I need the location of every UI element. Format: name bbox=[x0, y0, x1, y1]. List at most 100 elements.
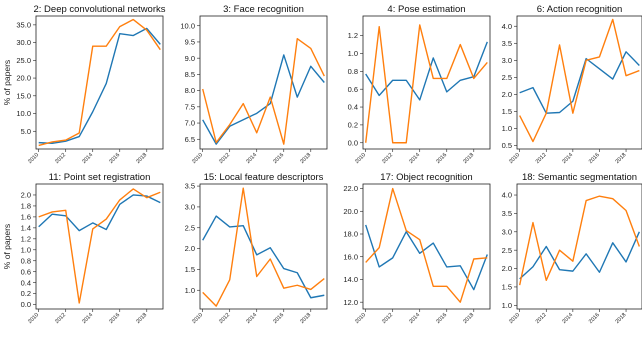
y-tick-label: 15.0 bbox=[16, 91, 31, 100]
y-tick-label: 3.0 bbox=[185, 203, 195, 212]
y-tick-label: 2.5 bbox=[185, 223, 195, 232]
x-tick-label: 2016 bbox=[108, 152, 121, 165]
y-tick-label: 2.0 bbox=[185, 244, 195, 253]
y-tick-label: 0.2 bbox=[21, 289, 31, 298]
series-line-orange bbox=[202, 38, 325, 145]
x-tick-label: 2012 bbox=[218, 312, 231, 325]
panel-1: 2: Deep convolutional networks 5.0 10.0 15.… bbox=[2, 4, 166, 165]
x-tick-label: 2014 bbox=[408, 152, 421, 165]
x-tick-label: 2012 bbox=[218, 152, 231, 165]
y-tick-label: 0.8 bbox=[21, 256, 31, 265]
y-tick-label: 3.5 bbox=[185, 182, 195, 191]
y-tick-label: 1.5 bbox=[185, 265, 195, 274]
y-tick-label: 4.0 bbox=[502, 22, 512, 31]
y-tick-label: 20.0 bbox=[343, 207, 358, 216]
panel-4: 6: Action recognition 0.5 1.0 1.5 2.0 2.5 3.0 3… bbox=[502, 4, 642, 165]
y-tick-label: 18.0 bbox=[343, 230, 358, 239]
panel-title: 2: Deep convolutional networks bbox=[33, 4, 165, 15]
y-tick-label: 0.4 bbox=[348, 103, 358, 112]
series-line-orange bbox=[365, 24, 488, 144]
x-tick-label: 2016 bbox=[588, 152, 601, 165]
y-tick-label: 0.5 bbox=[502, 141, 512, 150]
x-tick-label: 2010 bbox=[354, 312, 367, 325]
y-tick-label: 16.0 bbox=[343, 252, 358, 261]
y-tick-label: 3.0 bbox=[502, 56, 512, 65]
y-tick-label: 3.5 bbox=[502, 209, 512, 218]
x-tick-label: 2018 bbox=[615, 152, 628, 165]
y-tick-label: 1.6 bbox=[21, 212, 31, 221]
y-tick-label: 10.0 bbox=[16, 109, 31, 118]
y-tick-label: 0.6 bbox=[21, 267, 31, 276]
x-tick-label: 2012 bbox=[535, 152, 548, 165]
y-tick-label: 2.5 bbox=[502, 246, 512, 255]
y-tick-label: 12.0 bbox=[343, 298, 358, 307]
plot-frame bbox=[516, 183, 642, 310]
panel-2: 3: Face recognition 6.5 7.0 7.5 8.0 8.5 9.0 9.5… bbox=[180, 4, 328, 165]
y-tick-label: 1.0 bbox=[185, 286, 195, 295]
x-tick-label: 2014 bbox=[81, 152, 94, 165]
y-tick-label: 3.5 bbox=[502, 39, 512, 48]
y-tick-label: 1.4 bbox=[21, 223, 31, 232]
plot-frame bbox=[362, 183, 491, 310]
panel-8: 18: Semantic segmentation 1.0 1.5 2.0 2.5 3.0… bbox=[502, 172, 642, 325]
x-tick-label: 2014 bbox=[245, 152, 258, 165]
y-tick-label: 14.0 bbox=[343, 275, 358, 284]
y-tick-label: 9.5 bbox=[185, 38, 195, 47]
y-tick-label: 1.2 bbox=[348, 31, 358, 40]
y-tick-label: 7.0 bbox=[185, 119, 195, 128]
series-line-blue bbox=[519, 51, 640, 114]
series-line-orange bbox=[519, 18, 640, 143]
y-tick-label: 22.0 bbox=[343, 184, 358, 193]
y-tick-label: 1.0 bbox=[502, 124, 512, 133]
y-tick-label: 0.8 bbox=[348, 67, 358, 76]
x-tick-label: 2010 bbox=[354, 152, 367, 165]
x-tick-label: 2010 bbox=[27, 312, 40, 325]
plot-frame bbox=[516, 15, 642, 150]
y-tick-label: 2.5 bbox=[502, 73, 512, 82]
series-line-blue bbox=[202, 215, 325, 299]
panel-title: 17: Object recognition bbox=[380, 172, 472, 183]
x-tick-label: 2014 bbox=[81, 312, 94, 325]
x-tick-label: 2012 bbox=[54, 312, 67, 325]
y-tick-label: 0.6 bbox=[348, 85, 358, 94]
y-tick-label: 1.2 bbox=[21, 234, 31, 243]
y-tick-label: 9.0 bbox=[185, 54, 195, 63]
series-line-blue bbox=[365, 224, 488, 291]
y-tick-label: 8.0 bbox=[185, 86, 195, 95]
x-tick-label: 2010 bbox=[508, 152, 521, 165]
plot-frame bbox=[362, 15, 491, 150]
series-line-orange bbox=[365, 187, 488, 303]
x-tick-label: 2016 bbox=[435, 312, 448, 325]
panel-title: 11: Point set registration bbox=[49, 172, 151, 183]
y-tick-label: 35.0 bbox=[16, 20, 31, 29]
y-tick-label: 1.0 bbox=[21, 245, 31, 254]
x-tick-label: 2012 bbox=[381, 312, 394, 325]
panel-title: 15: Local feature descriptors bbox=[204, 172, 324, 183]
x-tick-label: 2012 bbox=[381, 152, 394, 165]
y-tick-label: 20.0 bbox=[16, 74, 31, 83]
plot-frame bbox=[35, 15, 164, 150]
y-tick-label: 3.0 bbox=[502, 227, 512, 236]
x-tick-label: 2016 bbox=[588, 312, 601, 325]
plot-frame bbox=[35, 183, 164, 310]
y-tick-label: 25.0 bbox=[16, 56, 31, 65]
plot-frame bbox=[199, 15, 328, 150]
x-tick-label: 2012 bbox=[54, 152, 67, 165]
panel-title: 6: Action recognition bbox=[537, 4, 623, 15]
x-tick-label: 2018 bbox=[299, 312, 312, 325]
y-tick-label: 1.0 bbox=[348, 49, 358, 58]
series-line-blue bbox=[519, 231, 640, 280]
x-tick-label: 2016 bbox=[272, 152, 285, 165]
x-tick-label: 2014 bbox=[561, 312, 574, 325]
y-tick-label: 0.0 bbox=[348, 138, 358, 147]
x-tick-label: 2014 bbox=[408, 312, 421, 325]
x-tick-label: 2016 bbox=[108, 312, 121, 325]
series-line-orange bbox=[38, 18, 161, 147]
panel-title: 4: Pose estimation bbox=[387, 4, 465, 15]
series-line-blue bbox=[202, 54, 325, 145]
panel-7: 17: Object recognition 12.0 14.0 16.0 18.0 20… bbox=[343, 172, 491, 325]
x-tick-label: 2018 bbox=[615, 312, 628, 325]
x-tick-label: 2018 bbox=[462, 152, 475, 165]
